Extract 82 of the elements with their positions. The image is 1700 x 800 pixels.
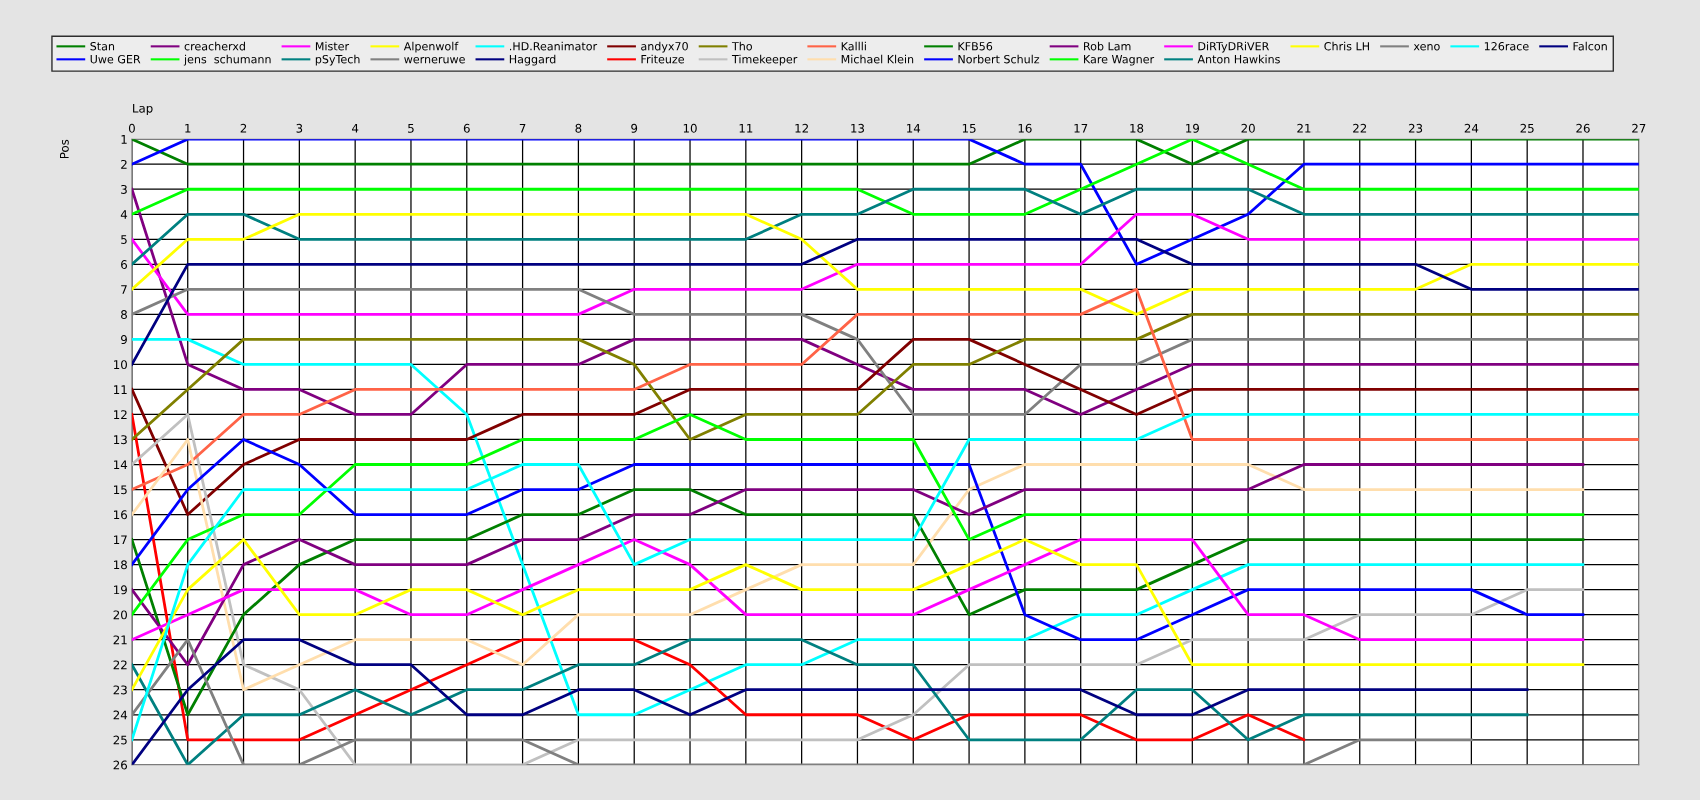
legend-label: Mister	[315, 41, 350, 51]
y-tick-label: 20	[113, 610, 127, 620]
y-tick-label: 5	[121, 235, 127, 244]
y-tick-label: 14	[114, 460, 128, 469]
x-tick-label: 9	[631, 123, 638, 133]
y-tick-label: 4	[120, 210, 128, 219]
x-tick-label: 4	[351, 123, 359, 133]
y-tick-label: 13	[114, 435, 127, 445]
y-tick-label: 6	[121, 260, 128, 269]
y-tick-label: 9	[120, 335, 127, 345]
legend-label: 126race	[1484, 42, 1529, 51]
x-tick-label: 20	[1241, 123, 1255, 133]
legend-label: Kallli	[841, 41, 866, 51]
x-tick-label: 17	[1074, 123, 1088, 133]
x-tick-label: 15	[962, 123, 976, 133]
x-tick-label: 14	[907, 123, 921, 133]
legend-label: pSyTech	[315, 54, 360, 66]
legend-label: jens schumann	[183, 54, 271, 66]
x-tick-label: 5	[408, 123, 414, 133]
legend-label: Michael Klein	[841, 54, 914, 64]
y-tick-label: 23	[113, 685, 127, 695]
legend-label: Haggard	[509, 54, 556, 66]
y-tick-label: 3	[121, 184, 127, 194]
legend-label: DiRTyDRiVER	[1198, 41, 1270, 53]
x-tick-label: 26	[1576, 123, 1590, 133]
y-tick-label: 11	[114, 385, 127, 394]
x-tick-label: 24	[1464, 123, 1479, 133]
x-tick-label: 10	[683, 123, 697, 133]
x-tick-label: 23	[1408, 123, 1423, 133]
legend-label: Rob Lam	[1084, 41, 1131, 51]
x-tick-label: 25	[1520, 123, 1534, 133]
legend-label: Friteuze	[641, 54, 684, 64]
x-tick-label: 13	[851, 123, 865, 133]
x-tick-label: 18	[1130, 123, 1144, 133]
y-tick-label: 16	[114, 510, 128, 520]
y-tick-label: 8	[121, 310, 127, 320]
legend-label: xeno	[1413, 44, 1440, 51]
x-tick-label: 22	[1353, 123, 1367, 133]
legend-label: Tho	[731, 41, 752, 51]
y-tick-label: 10	[114, 360, 127, 370]
legend-label: Falcon	[1573, 41, 1607, 51]
legend-label: werneruwe	[404, 57, 465, 64]
y-tick-label: 22	[113, 660, 127, 670]
y-tick-label: 25	[113, 735, 127, 745]
x-tick-label: 27	[1632, 123, 1646, 133]
y-tick-label: 7	[121, 285, 127, 294]
x-tick-label: 8	[575, 123, 582, 133]
legend-label: KFB56	[958, 42, 993, 51]
legend-label: Norbert Schulz	[958, 54, 1040, 64]
y-axis-title: Pos	[60, 139, 69, 159]
legend-label: creacherxd	[184, 41, 245, 51]
x-tick-label: 6	[463, 123, 470, 133]
legend-label: andyx70	[641, 41, 688, 53]
x-tick-label: 0	[128, 123, 135, 133]
y-tick-label: 26	[113, 760, 128, 770]
x-tick-label: 19	[1186, 123, 1199, 133]
legend-label: Kare Wagner	[1084, 55, 1155, 66]
y-tick-label: 17	[114, 535, 127, 545]
y-tick-label: 1	[121, 135, 127, 144]
x-tick-label: 16	[1018, 123, 1032, 133]
x-axis-title: Lap	[133, 103, 153, 115]
y-tick-label: 19	[114, 585, 127, 595]
legend-label: Timekeeper	[731, 54, 798, 66]
y-tick-label: 12	[114, 410, 127, 419]
legend-label: Chris LH	[1324, 41, 1369, 51]
legend-label: .HD.Reanimator	[509, 41, 598, 51]
y-tick-label: 24	[113, 710, 128, 720]
legend-label: Alpenwolf	[403, 41, 459, 53]
x-tick-label: 2	[240, 123, 247, 133]
x-tick-label: 1	[185, 123, 191, 133]
x-tick-label: 21	[1297, 123, 1311, 133]
legend-label: Stan	[90, 42, 115, 51]
y-tick-label: 18	[114, 560, 127, 570]
x-tick-label: 11	[739, 123, 753, 133]
x-tick-label: 7	[519, 123, 526, 133]
y-tick-label: 15	[114, 485, 127, 495]
y-tick-label: 21	[113, 635, 127, 645]
x-tick-label: 12	[795, 123, 808, 133]
y-tick-label: 2	[121, 159, 127, 169]
legend-label: Anton Hawkins	[1197, 54, 1280, 64]
x-tick-label: 3	[296, 123, 303, 133]
legend-label: Uwe GER	[90, 54, 141, 64]
